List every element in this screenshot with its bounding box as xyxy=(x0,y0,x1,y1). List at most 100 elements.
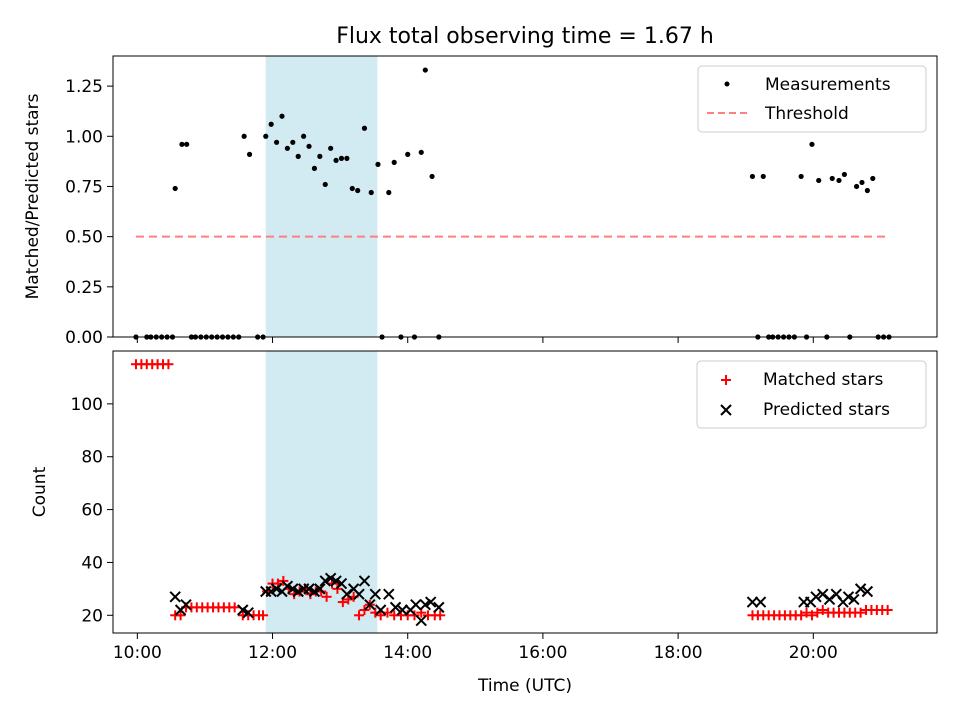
matched-star-point xyxy=(801,607,812,618)
predicted-star-point xyxy=(424,596,437,608)
measurement-point xyxy=(422,67,428,73)
measurement-point xyxy=(418,149,424,155)
top-legend-box xyxy=(697,65,927,133)
matched-star-point xyxy=(359,605,370,616)
predicted-star-point xyxy=(823,593,836,606)
predicted-star-point xyxy=(314,583,326,595)
bottom-plot-marks xyxy=(130,359,893,627)
measurement-point xyxy=(368,189,374,196)
measurement-point xyxy=(172,185,178,192)
matched-star-point xyxy=(354,610,365,621)
measurement-point xyxy=(344,155,350,161)
legend-predicted-label: Predicted stars xyxy=(763,400,890,420)
matched-star-point xyxy=(882,605,893,616)
matched-star-point xyxy=(812,607,823,618)
bottom-legend: Matched stars Predicted stars xyxy=(696,360,927,429)
bottom-y-tick-label: 80 xyxy=(81,448,103,468)
predicted-star-point xyxy=(817,588,829,600)
top-plot-marks xyxy=(133,67,892,340)
top-y-tick-label: 1.25 xyxy=(65,77,103,97)
legend-predicted-x xyxy=(720,404,732,416)
measurement-point xyxy=(279,113,285,119)
measurement-point xyxy=(295,153,301,159)
measurement-point xyxy=(184,141,190,147)
measurement-point xyxy=(301,133,307,139)
top-highlight-span xyxy=(265,56,378,337)
legend-predicted-marker xyxy=(720,404,732,416)
legend-threshold-label: Threshold xyxy=(764,104,849,124)
predicted-star-point xyxy=(854,583,867,595)
bottom-x-tick-label: 16:00 xyxy=(518,643,567,663)
top-y-axis-label: Matched/Predicted stars xyxy=(23,93,43,299)
matched-star-point xyxy=(375,610,386,621)
bottom-x-tick-label: 12:00 xyxy=(248,643,297,663)
top-y-tick-label: 0.50 xyxy=(65,228,103,248)
matched-star-point xyxy=(806,610,817,621)
predicted-star-point xyxy=(169,591,181,603)
bottom-x-ticks: 10:00 12:00 14:00 16:00 18:00 20:00 xyxy=(113,633,838,663)
predicted-star-point xyxy=(353,588,365,600)
bottom-y-tick-label: 60 xyxy=(81,501,103,521)
legend-matched-plus xyxy=(721,375,731,385)
measurement-point xyxy=(268,121,274,127)
measurement-point xyxy=(386,189,392,196)
top-y-tick-label: 0.25 xyxy=(65,278,103,298)
bottom-y-ticks: 20 40 60 80 100 xyxy=(71,395,113,626)
matched-star-point xyxy=(817,605,828,616)
predicted-star-point xyxy=(369,588,381,600)
top-y-ticks: 0.00 0.25 0.50 0.75 1.00 1.25 xyxy=(65,77,113,348)
matched-star-point xyxy=(175,610,186,621)
bottom-panel: 20 40 60 80 100 10:00 12:00 14:00 16:00 18:00 20:… xyxy=(30,350,938,696)
predicted-star-point xyxy=(396,604,409,616)
measurement-point xyxy=(864,187,870,194)
top-y-tick-label: 0.75 xyxy=(65,177,103,197)
legend-measurements-marker xyxy=(724,81,730,87)
measurement-point xyxy=(263,133,269,139)
legend-measurements-label: Measurements xyxy=(765,75,891,95)
measurement-point xyxy=(273,139,280,145)
measurement-point xyxy=(760,173,766,180)
measurement-point xyxy=(241,133,247,139)
matched-star-point xyxy=(229,602,240,613)
predicted-star-point xyxy=(242,606,254,619)
measurement-point xyxy=(349,185,355,192)
predicted-star-point xyxy=(861,585,874,598)
predicted-star-point xyxy=(335,577,348,590)
measurement-point xyxy=(809,141,815,147)
top-legend: Measurements Threshold xyxy=(697,65,927,133)
measurement-point xyxy=(328,145,334,151)
bottom-x-tick-label: 14:00 xyxy=(383,643,432,663)
matched-star-point xyxy=(321,591,332,602)
measurement-point xyxy=(322,181,328,188)
measurement-point xyxy=(284,145,290,151)
legend-matched-marker xyxy=(721,375,731,385)
x-axis-label: Time (UTC) xyxy=(477,676,572,696)
bottom-axes-frame xyxy=(112,350,938,634)
predicted-star-point xyxy=(848,593,860,606)
predicted-star-point xyxy=(180,599,192,611)
predicted-star-point xyxy=(389,601,402,614)
legend-matched-label: Matched stars xyxy=(763,370,883,390)
bottom-x-tick-label: 20:00 xyxy=(789,643,838,663)
measurement-point xyxy=(870,175,876,182)
measurement-point xyxy=(391,159,397,165)
bottom-x-tick-label: 18:00 xyxy=(654,643,703,663)
matched-star-point xyxy=(796,610,807,621)
bottom-legend-box xyxy=(696,360,927,429)
top-y-tick-label: 0.00 xyxy=(65,328,103,348)
measurement-point xyxy=(836,177,842,184)
bottom-y-axis-label: Count xyxy=(30,466,50,517)
measurement-point xyxy=(853,183,860,190)
measurement-point xyxy=(306,143,312,149)
top-y-tick-label: 1.00 xyxy=(65,127,103,147)
measurement-point xyxy=(829,175,835,182)
measurement-point xyxy=(333,157,339,163)
measurement-point xyxy=(749,173,756,180)
measurement-point xyxy=(338,155,345,161)
measurement-point xyxy=(375,161,381,167)
measurement-point xyxy=(355,187,361,194)
measurement-point xyxy=(405,151,411,157)
measurement-point xyxy=(429,173,435,180)
measurement-point xyxy=(290,139,296,145)
